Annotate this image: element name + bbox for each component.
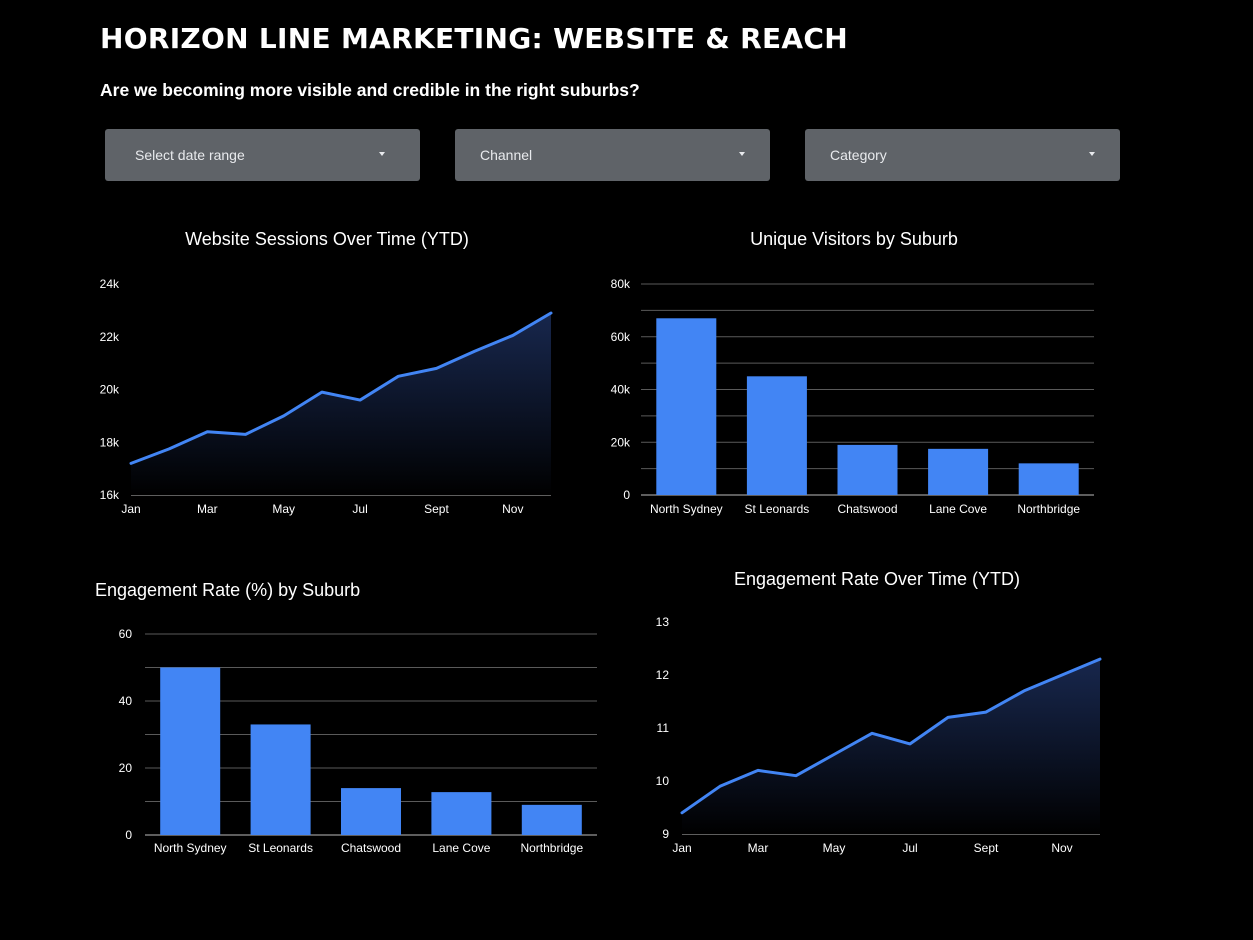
y-tick-label: 13 bbox=[656, 615, 670, 629]
y-tick-label: 0 bbox=[125, 828, 132, 842]
y-tick-label: 40k bbox=[611, 383, 631, 397]
x-tick-label: Jan bbox=[672, 841, 691, 855]
category-label: Category bbox=[830, 147, 887, 163]
bar bbox=[341, 788, 401, 835]
data-point bbox=[205, 430, 209, 434]
data-point bbox=[473, 349, 477, 353]
bar bbox=[1018, 463, 1079, 495]
y-tick-label: 20k bbox=[100, 383, 120, 397]
category-filter[interactable]: Category bbox=[805, 129, 1120, 181]
bar bbox=[656, 318, 717, 495]
data-point bbox=[320, 390, 324, 394]
x-tick-label: Chatswood bbox=[341, 841, 401, 855]
y-tick-label: 24k bbox=[100, 277, 120, 291]
data-point bbox=[1098, 657, 1102, 661]
data-point bbox=[794, 774, 798, 778]
y-tick-label: 0 bbox=[623, 488, 630, 502]
bar bbox=[746, 376, 807, 495]
data-point bbox=[358, 398, 362, 402]
data-point bbox=[984, 710, 988, 714]
data-point bbox=[244, 432, 248, 436]
data-point bbox=[1022, 689, 1026, 693]
bar bbox=[250, 724, 311, 835]
date-range-label: Select date range bbox=[135, 147, 245, 163]
chevron-down-icon bbox=[739, 152, 745, 156]
unique-visitors-chart: Unique Visitors by Suburb 0 20k 40k 60k 80k No… bbox=[611, 229, 1094, 516]
dashboard-title: HORIZON LINE MARKETING: WEBSITE & REACH bbox=[100, 22, 848, 55]
y-tick-label: 11 bbox=[657, 721, 670, 735]
x-tick-label: St Leonards bbox=[745, 502, 810, 516]
channel-filter[interactable]: Channel bbox=[455, 129, 770, 181]
chart-title: Engagement Rate Over Time (YTD) bbox=[734, 569, 1020, 589]
engagement-by-suburb-chart: Engagement Rate (%) by Suburb 0 20 40 60 Nort… bbox=[95, 580, 597, 855]
channel-label: Channel bbox=[480, 147, 533, 163]
data-point bbox=[908, 742, 912, 746]
y-tick-label: 60k bbox=[611, 330, 631, 344]
dashboard-subtitle: Are we becoming more visible and credibl… bbox=[100, 80, 640, 100]
x-tick-label: Mar bbox=[197, 502, 218, 516]
data-point bbox=[718, 784, 722, 788]
x-tick-label: May bbox=[823, 841, 846, 855]
data-point bbox=[756, 768, 760, 772]
data-point bbox=[396, 374, 400, 378]
chevron-down-icon bbox=[379, 152, 385, 156]
x-tick-label: North Sydney bbox=[650, 502, 723, 516]
area-fill bbox=[131, 313, 551, 495]
x-tick-label: Sept bbox=[424, 502, 449, 516]
data-point bbox=[946, 715, 950, 719]
x-tick-label: Nov bbox=[502, 502, 523, 516]
x-tick-label: May bbox=[272, 502, 295, 516]
data-point bbox=[1060, 673, 1064, 677]
x-tick-label: Nov bbox=[1051, 841, 1072, 855]
x-tick-label: Northbridge bbox=[1017, 502, 1080, 516]
x-tick-label: Jul bbox=[352, 502, 367, 516]
y-tick-label: 80k bbox=[611, 277, 631, 291]
area-fill bbox=[682, 659, 1100, 834]
x-tick-label: Northbridge bbox=[520, 841, 583, 855]
data-point bbox=[282, 414, 286, 418]
y-tick-label: 18k bbox=[100, 435, 120, 449]
chart-title: Unique Visitors by Suburb bbox=[750, 229, 958, 249]
y-tick-label: 10 bbox=[656, 774, 670, 788]
data-point bbox=[549, 311, 553, 315]
x-tick-label: Jul bbox=[902, 841, 917, 855]
x-tick-label: St Leonards bbox=[248, 841, 313, 855]
y-tick-label: 12 bbox=[656, 668, 670, 682]
data-point bbox=[511, 333, 515, 337]
y-tick-label: 40 bbox=[119, 694, 133, 708]
data-point bbox=[434, 366, 438, 370]
date-range-filter[interactable]: Select date range bbox=[105, 129, 420, 181]
y-tick-label: 16k bbox=[100, 488, 120, 502]
y-tick-label: 22k bbox=[100, 330, 120, 344]
bar bbox=[837, 444, 898, 495]
bar bbox=[431, 792, 492, 835]
bar bbox=[928, 448, 989, 495]
chevron-down-icon bbox=[1089, 152, 1095, 156]
data-point bbox=[129, 461, 133, 465]
data-point bbox=[680, 811, 684, 815]
y-tick-label: 20 bbox=[119, 761, 133, 775]
data-point bbox=[167, 447, 171, 451]
x-tick-label: Lane Cove bbox=[929, 502, 987, 516]
x-tick-label: Chatswood bbox=[837, 502, 897, 516]
series-line bbox=[680, 657, 1102, 815]
series-line bbox=[129, 311, 553, 465]
x-tick-label: Mar bbox=[748, 841, 769, 855]
data-point bbox=[832, 753, 836, 757]
chart-title: Engagement Rate (%) by Suburb bbox=[95, 580, 360, 600]
x-tick-label: Jan bbox=[121, 502, 140, 516]
data-point bbox=[870, 731, 874, 735]
bar bbox=[521, 804, 582, 835]
y-tick-label: 20k bbox=[611, 435, 631, 449]
x-tick-label: Sept bbox=[974, 841, 999, 855]
x-tick-label: North Sydney bbox=[154, 841, 227, 855]
website-sessions-chart: Website Sessions Over Time (YTD) 16k 18k 20… bbox=[100, 229, 553, 516]
y-tick-label: 9 bbox=[662, 827, 669, 841]
chart-title: Website Sessions Over Time (YTD) bbox=[185, 229, 469, 249]
engagement-over-time-chart: Engagement Rate Over Time (YTD) 9 10 11 12 13… bbox=[656, 569, 1102, 855]
x-tick-label: Lane Cove bbox=[432, 841, 490, 855]
bar bbox=[160, 667, 221, 835]
y-tick-label: 60 bbox=[119, 627, 133, 641]
